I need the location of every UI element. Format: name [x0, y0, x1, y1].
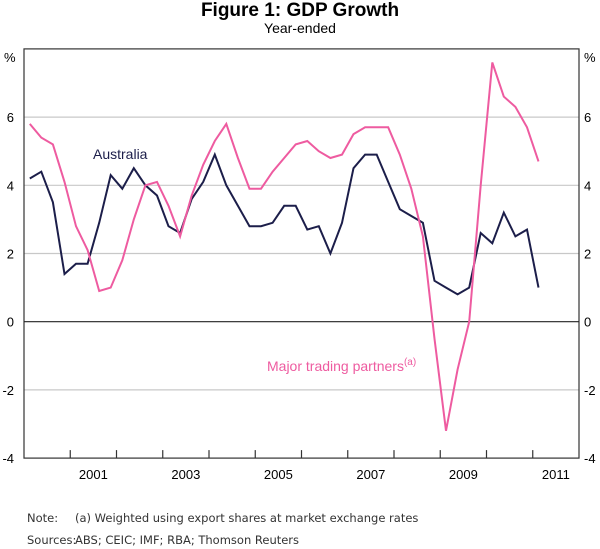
left-y-tick-label: 2: [7, 247, 14, 262]
right-y-tick-label: 2: [584, 247, 591, 262]
x-tick-label: 2011: [542, 467, 570, 482]
left-y-tick-label: 6: [7, 110, 14, 125]
right-y-tick-label: -2: [584, 383, 596, 398]
sources: Sources:ABS; CEIC; IMF; RBA; Thomson Reu…: [27, 533, 299, 547]
right-y-tick-label: -4: [584, 451, 596, 466]
chart-title: Figure 1: GDP Growth: [200, 0, 400, 21]
left-unit-label: %: [4, 50, 16, 65]
x-tick-label: 2005: [264, 467, 293, 482]
left-y-tick-label: 4: [7, 178, 14, 193]
australia-line: [29, 151, 540, 296]
right-y-tick-label: 0: [584, 315, 591, 330]
note: Note: (a) Weighted using export shares at…: [27, 511, 418, 525]
chart-subtitle: Year-ended: [264, 20, 336, 36]
right-unit-label: %: [584, 50, 596, 65]
left-y-tick-label: 0: [7, 315, 14, 330]
series-label-text: Major trading partners: [267, 358, 404, 374]
note-text: (a) Weighted using export shares at mark…: [75, 511, 419, 525]
x-tick-label: 2007: [356, 467, 385, 482]
sources-label: Sources:: [27, 533, 77, 547]
series-label-australia: Australia: [93, 146, 148, 162]
x-tick-label: 2003: [171, 467, 200, 482]
left-y-tick-label: -4: [2, 451, 14, 466]
series-label-superscript: (a): [404, 357, 416, 368]
series-label-trading-partners: Major trading partners(a): [267, 357, 416, 374]
trading-partners-line: [29, 62, 540, 431]
x-tick-label: 2001: [79, 467, 108, 482]
left-y-tick-label: -2: [2, 383, 14, 398]
x-tick-label: 2009: [449, 467, 478, 482]
right-y-tick-label: 4: [584, 178, 591, 193]
note-label: Note:: [27, 511, 59, 525]
sources-text: ABS; CEIC; IMF; RBA; Thomson Reuters: [75, 533, 300, 547]
right-y-tick-label: 6: [584, 110, 591, 125]
